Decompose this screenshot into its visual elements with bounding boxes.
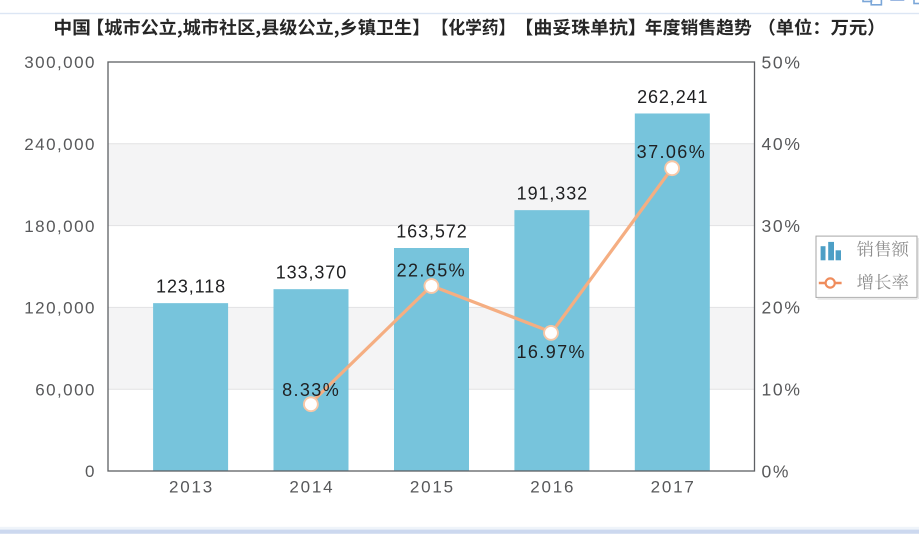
svg-text:300,000: 300,000 [24,53,96,72]
svg-text:2017: 2017 [651,477,696,496]
svg-text:123,118: 123,118 [156,276,226,296]
svg-text:20%: 20% [762,298,802,318]
svg-text:0: 0 [85,462,96,481]
svg-text:40%: 40% [762,134,802,154]
svg-text:2016: 2016 [530,477,575,496]
svg-text:133,370: 133,370 [276,262,347,282]
svg-text:10%: 10% [762,380,802,400]
svg-text:60,000: 60,000 [35,380,96,399]
svg-text:16.97%: 16.97% [516,342,585,362]
svg-text:30%: 30% [762,216,802,236]
svg-text:180,000: 180,000 [24,217,96,236]
svg-text:2014: 2014 [289,477,334,496]
svg-text:2013: 2013 [169,477,214,496]
svg-text:191,332: 191,332 [517,183,588,203]
svg-text:120,000: 120,000 [24,299,96,318]
svg-text:0%: 0% [762,461,791,481]
svg-text:2015: 2015 [410,477,455,496]
svg-text:262,241: 262,241 [637,87,708,107]
svg-text:22.65%: 22.65% [397,261,466,281]
svg-text:240,000: 240,000 [24,135,96,154]
svg-text:50%: 50% [762,52,802,72]
svg-text:37.06%: 37.06% [637,142,706,162]
svg-text:163,572: 163,572 [396,221,467,241]
svg-text:8.33%: 8.33% [282,380,340,400]
